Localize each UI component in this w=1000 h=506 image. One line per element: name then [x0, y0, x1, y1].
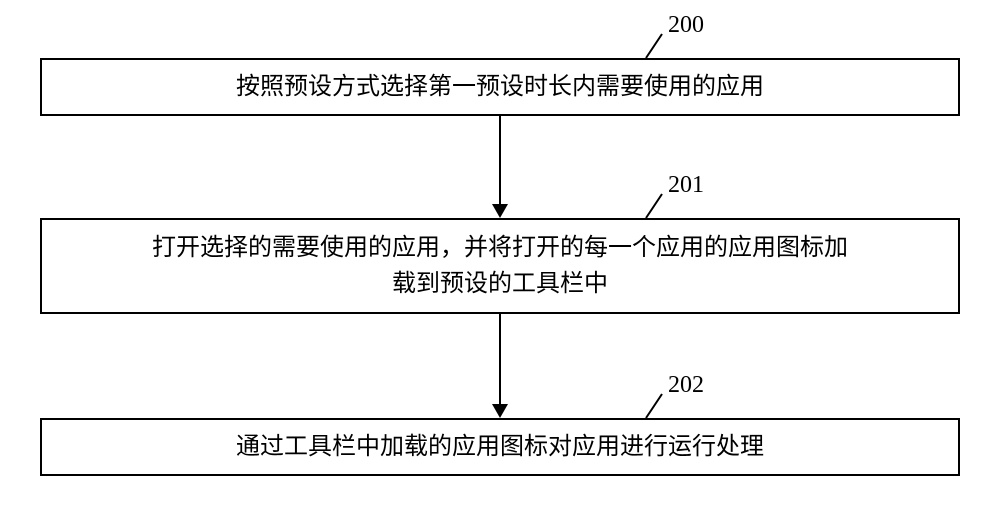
flowchart-canvas: 按照预设方式选择第一预设时长内需要使用的应用 200 打开选择的需要使用的应用，…	[0, 0, 1000, 506]
arrow-1-2	[492, 314, 508, 418]
flow-step-0-text: 按照预设方式选择第一预设时长内需要使用的应用	[236, 69, 764, 105]
flow-step-1-text: 打开选择的需要使用的应用，并将打开的每一个应用的应用图标加 载到预设的工具栏中	[152, 230, 848, 302]
flow-step-0-label: 200	[668, 12, 704, 39]
flow-step-1-label: 201	[668, 172, 704, 199]
flow-step-0: 按照预设方式选择第一预设时长内需要使用的应用	[40, 58, 960, 116]
flow-step-2-text: 通过工具栏中加载的应用图标对应用进行运行处理	[236, 429, 764, 465]
flow-step-2: 通过工具栏中加载的应用图标对应用进行运行处理	[40, 418, 960, 476]
flow-step-2-label: 202	[668, 372, 704, 399]
flow-step-1: 打开选择的需要使用的应用，并将打开的每一个应用的应用图标加 载到预设的工具栏中	[40, 218, 960, 314]
arrow-0-1	[492, 116, 508, 218]
